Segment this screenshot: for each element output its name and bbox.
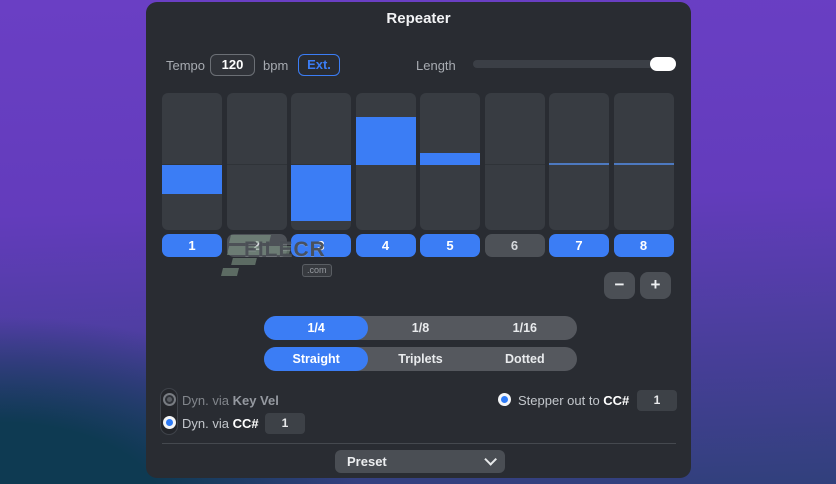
dyn-cc-prefix: Dyn. via xyxy=(182,416,233,431)
feel-segmented-control: Straight Triplets Dotted xyxy=(264,347,577,371)
step-column-4[interactable] xyxy=(355,93,416,230)
stepper-out-number-field[interactable]: 1 xyxy=(637,390,677,411)
preset-dropdown[interactable]: Preset xyxy=(335,450,505,473)
watermark-suffix: .com xyxy=(302,264,332,277)
step-column-1[interactable] xyxy=(162,93,222,230)
length-label: Length xyxy=(416,58,456,73)
dyn-cc-radio[interactable] xyxy=(163,416,176,429)
rate-option-quarter[interactable]: 1/4 xyxy=(264,316,369,340)
stepper-out-prefix: Stepper out to xyxy=(518,393,604,408)
feel-option-dotted[interactable]: Dotted xyxy=(505,352,545,366)
step-column-2[interactable] xyxy=(226,93,287,230)
step-display xyxy=(162,93,674,230)
dyn-key-vel-bold: Key Vel xyxy=(232,393,279,408)
step-button-8[interactable]: 8 xyxy=(613,234,674,257)
divider xyxy=(162,443,676,444)
tempo-label: Tempo xyxy=(166,58,206,73)
step-button-1[interactable]: 1 xyxy=(162,234,222,257)
step-midline xyxy=(226,164,287,165)
dyn-cc-number-field[interactable]: 1 xyxy=(265,413,305,434)
length-slider[interactable] xyxy=(473,57,676,71)
step-button-5[interactable]: 5 xyxy=(420,234,480,257)
step-button-7[interactable]: 7 xyxy=(549,234,609,257)
dyn-key-vel-radio[interactable] xyxy=(163,393,176,406)
step-value-bar xyxy=(162,165,222,194)
step-button-3[interactable]: 3 xyxy=(291,234,351,257)
stepper-out-label: Stepper out to CC# xyxy=(518,393,629,408)
rate-option-eighth[interactable]: 1/8 xyxy=(411,321,430,335)
dyn-key-vel-prefix: Dyn. via xyxy=(182,393,233,408)
stepper-out-bold: CC# xyxy=(603,393,630,408)
stepper-out-radio[interactable] xyxy=(498,393,511,406)
feel-option-triplets[interactable]: Triplets xyxy=(398,352,443,366)
step-zero-line xyxy=(549,163,609,165)
step-column-3[interactable] xyxy=(291,93,351,230)
watermark-logo-icon xyxy=(221,268,239,276)
step-value-bar xyxy=(420,153,480,165)
bpm-label: bpm xyxy=(263,58,289,73)
length-slider-knob[interactable] xyxy=(650,57,676,71)
dyn-cc-label: Dyn. via CC# xyxy=(182,416,259,431)
step-midline xyxy=(484,164,545,165)
feel-option-straight[interactable]: Straight xyxy=(264,347,369,371)
step-value-bar xyxy=(355,117,416,165)
step-button-6[interactable]: 6 xyxy=(484,234,545,257)
step-column-7[interactable] xyxy=(549,93,609,230)
dyn-cc-bold: CC# xyxy=(232,416,259,431)
remove-step-button[interactable]: − xyxy=(604,272,635,299)
ext-sync-button[interactable]: Ext. xyxy=(298,54,340,76)
page-title: Repeater xyxy=(386,10,451,27)
step-zero-line xyxy=(613,163,674,165)
add-step-button[interactable]: + xyxy=(640,272,671,299)
step-value-bar xyxy=(291,165,351,221)
step-midline xyxy=(162,164,222,165)
preset-dropdown-label: Preset xyxy=(347,454,387,469)
rate-segmented-control: 1/4 1/8 1/16 xyxy=(264,316,577,340)
step-button-2[interactable]: 2 xyxy=(226,234,287,257)
step-button-4[interactable]: 4 xyxy=(355,234,416,257)
step-column-6[interactable] xyxy=(484,93,545,230)
dyn-key-vel-label: Dyn. via Key Vel xyxy=(182,393,279,408)
step-column-5[interactable] xyxy=(420,93,480,230)
rate-option-sixteenth[interactable]: 1/16 xyxy=(512,321,537,335)
watermark-logo-icon xyxy=(231,258,257,265)
chevron-down-icon xyxy=(484,453,497,466)
tempo-value-field[interactable]: 120 xyxy=(210,54,255,76)
step-column-8[interactable] xyxy=(613,93,674,230)
step-midline xyxy=(291,164,351,165)
